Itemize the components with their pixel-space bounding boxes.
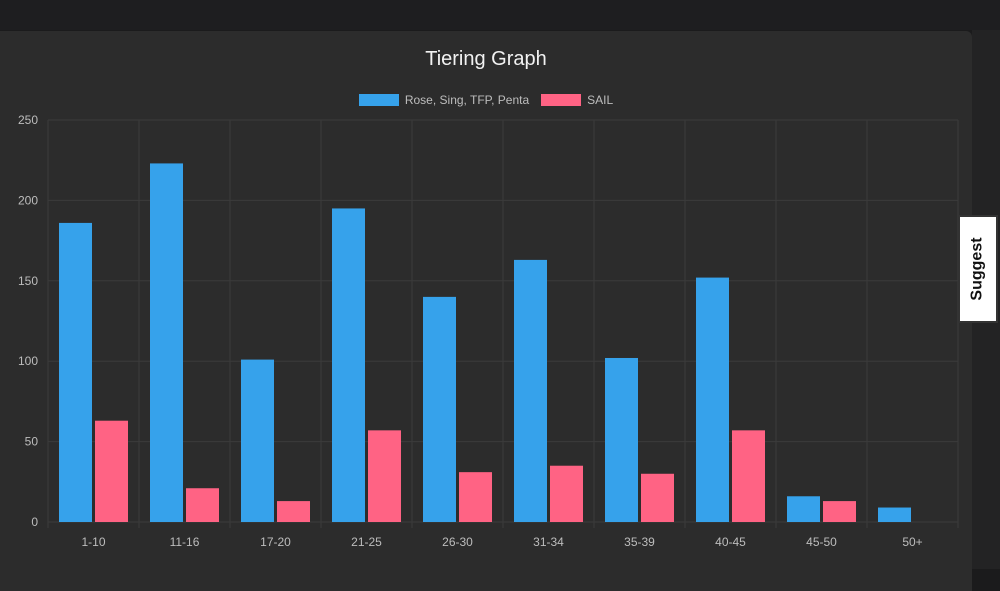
- chart-title: Tiering Graph: [425, 48, 547, 70]
- x-tick-label-7: 40-45: [715, 535, 746, 549]
- bar-series-0-1-10: [59, 222, 92, 523]
- y-tick-label-0: 0: [31, 515, 38, 529]
- bar-chart: 0 50 100 150 200 250 1-10 11-16 17-20 21-25 26-30 3…: [18, 113, 959, 549]
- bar-series-0-17-20: [241, 359, 274, 522]
- bar-series-0-31-34: [514, 259, 547, 522]
- suggest-button[interactable]: Suggest: [958, 215, 998, 323]
- legend-swatch-series-a: [358, 94, 399, 106]
- bar-series-1-31-34: [550, 465, 583, 522]
- x-tick-label-4: 26-30: [442, 535, 473, 549]
- bar-series-0-26-30: [423, 296, 456, 522]
- legend-swatch-series-b: [541, 94, 582, 106]
- legend-item-series-a[interactable]: Rose, Sing, TFP, Penta: [358, 93, 530, 107]
- bar-series-1-35-39: [641, 473, 674, 522]
- bar-series-0-40-45: [696, 277, 729, 522]
- bar-series-1-26-30: [459, 472, 492, 522]
- chart-legend: Rose, Sing, TFP, Penta SAIL: [0, 93, 972, 107]
- bar-series-0-35-39: [605, 357, 638, 522]
- bar-series-1-17-20: [277, 501, 310, 522]
- legend-label-series-b: SAIL: [587, 93, 614, 107]
- legend-label-series-a: Rose, Sing, TFP, Penta: [404, 93, 530, 107]
- y-tick-label-1: 50: [25, 435, 39, 449]
- bar-series-0-21-25: [332, 208, 365, 522]
- bar-series-0-50+: [878, 507, 911, 522]
- x-tick-label-8: 45-50: [806, 535, 837, 549]
- x-tick-label-5: 31-34: [533, 535, 564, 549]
- bar-series-0-45-50: [787, 496, 820, 522]
- bar-series-1-1-10: [95, 420, 128, 522]
- y-tick-label-2: 100: [18, 354, 38, 368]
- x-tick-label-0: 1-10: [81, 535, 105, 549]
- x-tick-label-3: 21-25: [351, 535, 382, 549]
- bar-series-1-45-50: [823, 501, 856, 522]
- bar-series-1-40-45: [732, 430, 765, 522]
- bar-series-1-11-16: [186, 488, 219, 522]
- x-tick-label-1: 11-16: [170, 535, 200, 549]
- x-tick-label-6: 35-39: [624, 535, 655, 549]
- bar-series-0-11-16: [150, 163, 183, 522]
- suggest-label: Suggest: [969, 237, 986, 301]
- y-tick-label-3: 150: [18, 274, 38, 288]
- bar-series-1-21-25: [368, 430, 401, 522]
- x-tick-label-9: 50+: [902, 535, 922, 549]
- y-tick-label-5: 250: [18, 113, 38, 127]
- y-tick-label-4: 200: [18, 193, 38, 207]
- top-strip: [0, 0, 1000, 30]
- x-tick-label-2: 17-20: [260, 535, 291, 549]
- legend-item-series-b[interactable]: SAIL: [541, 93, 613, 107]
